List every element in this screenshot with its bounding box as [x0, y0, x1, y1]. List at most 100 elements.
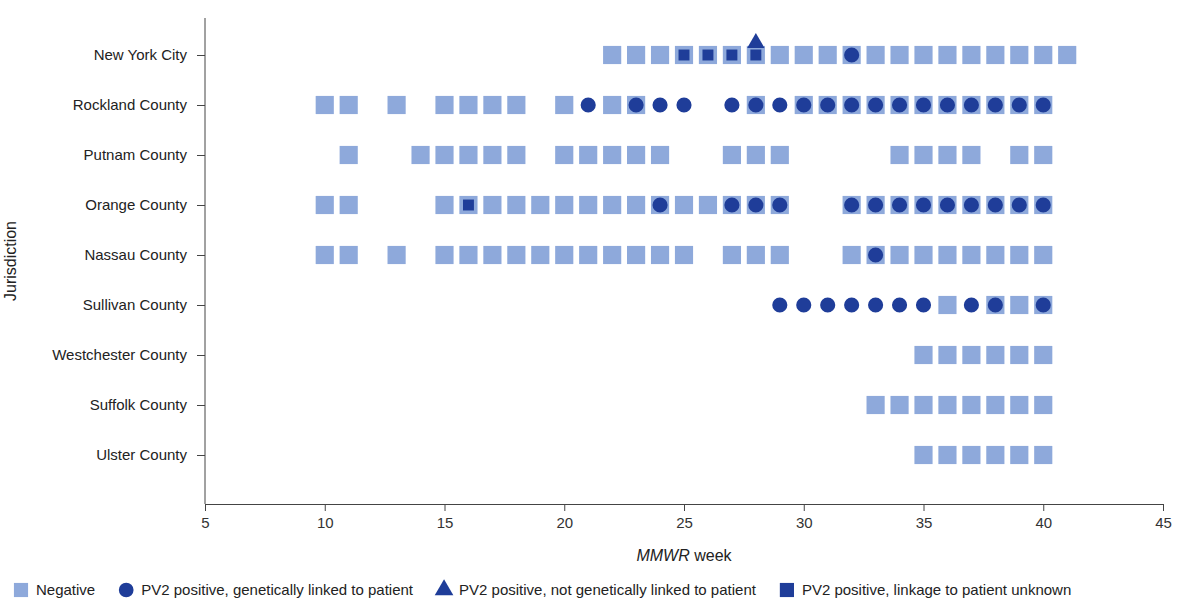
y-axis-title: Jurisdiction [2, 221, 19, 301]
marker [483, 196, 501, 214]
y-tick-mark [197, 405, 205, 406]
marker [675, 246, 693, 264]
legend-symbol [14, 583, 28, 597]
marker [676, 97, 691, 112]
x-tick-label: 5 [201, 514, 209, 531]
marker [890, 46, 908, 64]
x-tick: 10 [317, 504, 334, 531]
y-tick: Ulster County [96, 446, 205, 463]
marker [890, 146, 908, 164]
x-tick: 35 [916, 504, 933, 531]
x-tick: 15 [437, 504, 454, 531]
marker [796, 297, 811, 312]
y-tick-mark [197, 55, 205, 56]
marker [1010, 346, 1028, 364]
marker [986, 396, 1004, 414]
marker [651, 146, 669, 164]
marker [914, 46, 932, 64]
marker [459, 146, 477, 164]
marker [892, 197, 907, 212]
legend-symbol [780, 583, 794, 597]
marker [938, 346, 956, 364]
marker [483, 146, 501, 164]
marker [843, 196, 861, 214]
marker [702, 50, 713, 61]
marker [1010, 396, 1028, 414]
marker [1034, 446, 1052, 464]
marker [627, 96, 645, 114]
x-tick-label: 15 [437, 514, 454, 531]
y-tick-label: New York City [94, 46, 188, 63]
marker [1034, 246, 1052, 264]
x-tick-label: 35 [916, 514, 933, 531]
y-tick-label: Putnam County [84, 146, 188, 163]
x-tick-mark [205, 504, 206, 511]
marker [579, 146, 597, 164]
marker [675, 196, 693, 214]
marker [459, 96, 477, 114]
marker [723, 196, 741, 214]
marker [748, 197, 763, 212]
marker [316, 246, 334, 264]
marker [771, 196, 789, 214]
x-tick-mark [564, 504, 565, 511]
marker [724, 97, 739, 112]
marker [507, 246, 525, 264]
marker [938, 296, 956, 314]
x-tick-label: 20 [556, 514, 573, 531]
marker [651, 246, 669, 264]
y-axis: New York City Rockland County Putnam Count… [52, 18, 205, 504]
x-tick-label: 30 [796, 514, 813, 531]
marker [723, 46, 741, 64]
marker [1034, 346, 1052, 364]
y-tick: Westchester County [52, 346, 205, 363]
y-axis-line [205, 18, 206, 504]
marker [1034, 196, 1052, 214]
marker [463, 200, 474, 211]
marker [1010, 196, 1028, 214]
marker [914, 396, 932, 414]
marker [747, 46, 765, 64]
legend-item: PV2 positive, not genetically linked to … [435, 579, 757, 598]
legend-label: PV2 positive, genetically linked to pati… [141, 581, 414, 598]
x-tick-label: 45 [1155, 514, 1172, 531]
marker [916, 197, 931, 212]
y-tick: Suffolk County [90, 396, 205, 413]
marker [772, 297, 787, 312]
marker [627, 196, 645, 214]
marker [914, 246, 932, 264]
x-tick: 40 [1035, 504, 1052, 531]
marker [435, 196, 453, 214]
marker [819, 46, 837, 64]
marker [435, 146, 453, 164]
marker [844, 97, 859, 112]
marker [555, 96, 573, 114]
y-tick-mark [197, 105, 205, 106]
legend-item: PV2 positive, genetically linked to pati… [119, 581, 414, 598]
x-axis-title: MMWR week [636, 547, 732, 564]
legend-symbol [119, 583, 134, 598]
marker [555, 196, 573, 214]
marker [771, 146, 789, 164]
marker [914, 196, 932, 214]
marker [986, 446, 1004, 464]
x-tick-mark [684, 504, 685, 511]
marker [531, 196, 549, 214]
marker [1058, 46, 1076, 64]
plot-area [316, 33, 1077, 464]
marker [459, 196, 477, 214]
x-tick-mark [1043, 504, 1044, 511]
marker [1010, 446, 1028, 464]
marker [507, 196, 525, 214]
y-tick: Rockland County [73, 96, 205, 113]
marker [748, 97, 763, 112]
marker [747, 196, 765, 214]
marker [435, 246, 453, 264]
marker [1010, 246, 1028, 264]
marker [868, 97, 883, 112]
x-tick: 25 [676, 504, 693, 531]
marker [724, 197, 739, 212]
marker [1034, 46, 1052, 64]
marker [844, 197, 859, 212]
marker [555, 246, 573, 264]
